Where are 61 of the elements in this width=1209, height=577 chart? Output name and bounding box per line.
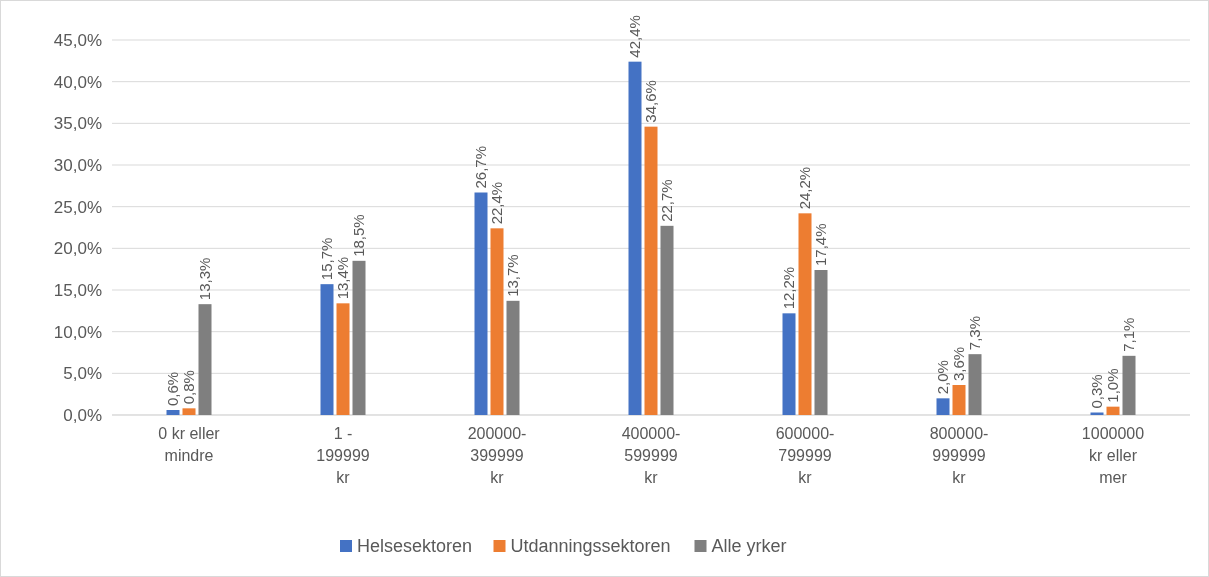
- data-label: 13,7%: [504, 254, 521, 297]
- legend-label: Helsesektoren: [357, 536, 473, 557]
- legend-label: Alle yrker: [711, 536, 787, 557]
- data-label: 7,1%: [1120, 317, 1137, 352]
- bar: [628, 61, 642, 415]
- bar: [490, 228, 504, 415]
- bar: [798, 213, 812, 415]
- data-label: 13,3%: [196, 257, 213, 301]
- data-label: 1,0%: [1104, 368, 1121, 403]
- x-tick-label: 400000- 599999 kr: [621, 425, 681, 486]
- bar: [814, 270, 828, 415]
- data-label: 42,4%: [626, 15, 643, 58]
- y-tick-label: 0,0%: [63, 405, 102, 425]
- data-label: 7,3%: [966, 315, 983, 351]
- x-tick-label: 1000000 kr eller mer: [1081, 425, 1145, 486]
- x-tick-label: 600000- 799999 kr: [775, 425, 835, 486]
- bar: [644, 126, 658, 415]
- data-label: 24,2%: [796, 166, 813, 210]
- bar: [1122, 355, 1136, 415]
- y-tick-label: 35,0%: [53, 114, 102, 134]
- data-label: 18,5%: [350, 214, 367, 257]
- bar: [506, 300, 520, 415]
- bar: [660, 225, 674, 415]
- bar: [166, 410, 180, 415]
- data-label: 0,3%: [1088, 374, 1105, 409]
- bar: [952, 385, 966, 415]
- bar: [198, 304, 212, 415]
- x-tick-label: 0 kr eller mindre: [158, 425, 221, 464]
- y-tick-label: 10,0%: [53, 322, 102, 342]
- bar: [336, 303, 350, 415]
- data-label: 0,6%: [164, 371, 181, 406]
- bar: [782, 313, 796, 415]
- data-label: 3,6%: [950, 346, 967, 381]
- y-tick-label: 30,0%: [53, 155, 102, 175]
- data-label: 22,7%: [658, 179, 675, 222]
- data-label: 12,2%: [780, 266, 797, 310]
- y-tick-label: 20,0%: [53, 239, 102, 259]
- data-label: 34,6%: [642, 80, 659, 123]
- data-label: 26,7%: [472, 145, 489, 189]
- data-label: 15,7%: [318, 237, 335, 281]
- bar: [182, 408, 196, 415]
- data-label: 17,4%: [812, 223, 829, 266]
- data-label: 0,8%: [180, 370, 197, 405]
- data-label: 22,4%: [488, 181, 505, 225]
- bar: [352, 260, 366, 415]
- x-tick-label: 800000- 999999 kr: [929, 425, 989, 486]
- y-tick-label: 25,0%: [53, 197, 102, 217]
- x-tick-label: 1 - 199999 kr: [316, 425, 370, 486]
- bar: [474, 192, 488, 415]
- y-tick-label: 15,0%: [53, 280, 102, 300]
- data-label: 13,4%: [334, 256, 351, 300]
- data-label: 2,0%: [934, 360, 951, 395]
- bar: [320, 284, 334, 415]
- bar: [936, 398, 950, 415]
- x-tick-label: 200000- 399999 kr: [467, 425, 527, 486]
- y-tick-label: 40,0%: [53, 72, 102, 92]
- y-tick-label: 45,0%: [53, 30, 102, 50]
- y-tick-label: 5,0%: [63, 364, 102, 384]
- bar: [1106, 406, 1120, 415]
- bar: [968, 354, 982, 415]
- legend-label: Utdanningssektoren: [510, 536, 671, 557]
